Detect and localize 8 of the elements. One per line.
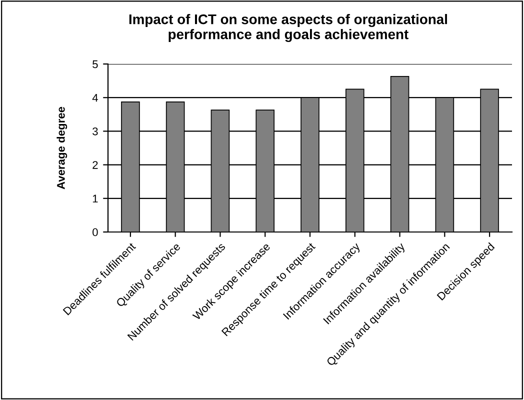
y-tick-label: 4 xyxy=(92,94,98,102)
y-tick-label: 1 xyxy=(92,194,98,202)
y-tick-label: 5 xyxy=(92,60,98,68)
chart-title: Impact of ICT on some aspects of organizational performance and goals achievement xyxy=(129,14,447,42)
y-tick-label: 0 xyxy=(92,228,98,236)
y-axis-title: Average degree xyxy=(56,106,68,190)
y-tick-label: 3 xyxy=(92,127,98,136)
y-tick-label: 2 xyxy=(92,161,98,169)
